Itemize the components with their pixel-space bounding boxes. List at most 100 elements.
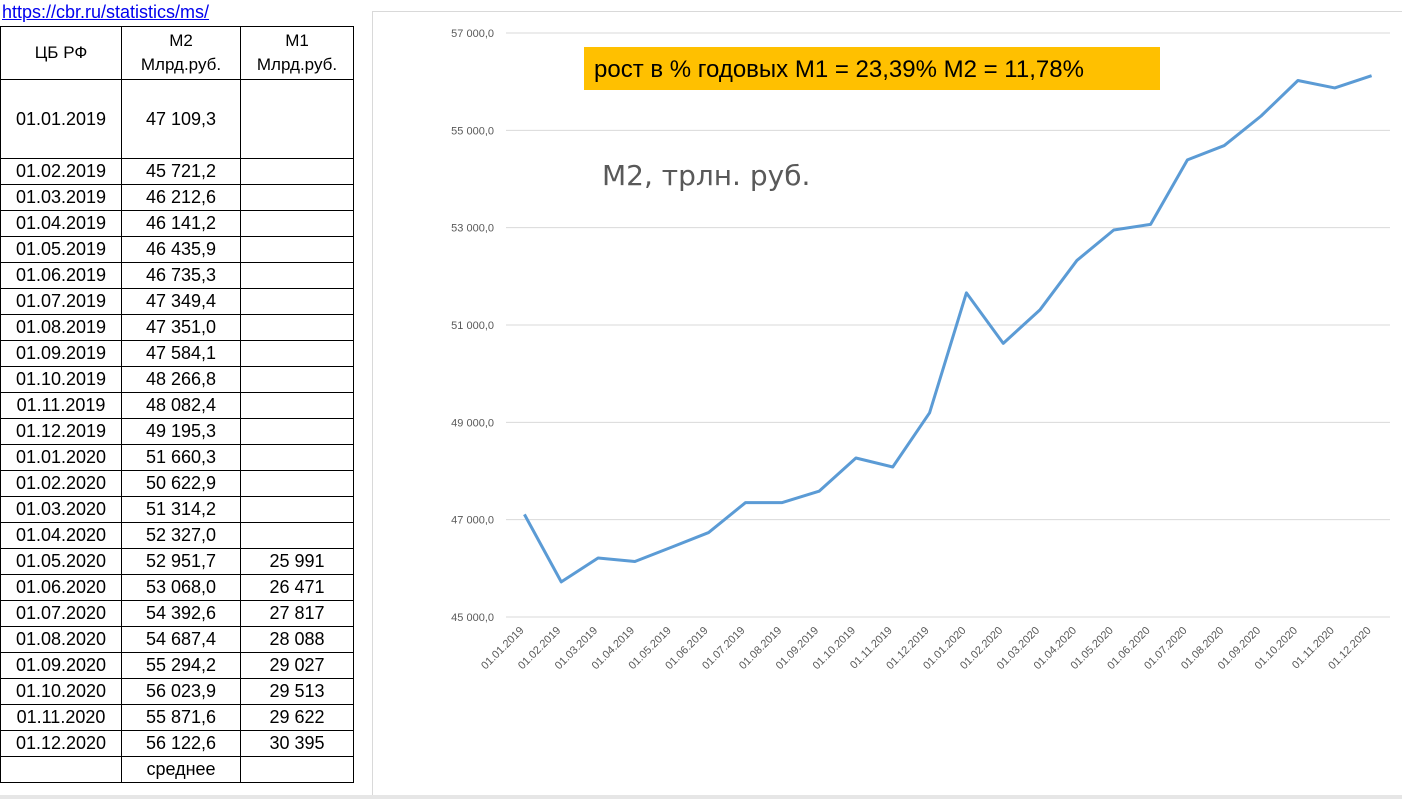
header-cb-rf[interactable]: ЦБ РФ: [0, 26, 122, 80]
cell-m1[interactable]: [240, 262, 354, 289]
cell-m2[interactable]: 50 622,9: [121, 470, 241, 497]
cell-date[interactable]: 01.04.2019: [0, 210, 122, 237]
cell-m1[interactable]: [240, 470, 354, 497]
m2-line-chart[interactable]: 45 000,0 47 000,0 49 000,0 51 000,0 53 000,0…: [372, 11, 1402, 799]
cell-m2[interactable]: 47 349,4: [121, 288, 241, 315]
cell-m2[interactable]: 46 735,3: [121, 262, 241, 289]
cell-date[interactable]: 01.12.2020: [0, 730, 122, 757]
cell-m1[interactable]: [240, 496, 354, 523]
cell-m1[interactable]: [240, 210, 354, 237]
cell-m1[interactable]: [240, 522, 354, 549]
cell-date[interactable]: 01.08.2020: [0, 626, 122, 653]
cell-date[interactable]: 01.08.2019: [0, 314, 122, 341]
cell-date[interactable]: 01.05.2020: [0, 548, 122, 575]
cell-date[interactable]: 01.06.2019: [0, 262, 122, 289]
cell-m1[interactable]: [240, 79, 354, 159]
cell-m2[interactable]: 56 122,6: [121, 730, 241, 757]
table-row: 01.05.2020 52 951,7 25 991: [0, 548, 354, 575]
cell-m2[interactable]: 47 109,3: [121, 79, 241, 159]
cell-date[interactable]: 01.02.2020: [0, 470, 122, 497]
cell-m1[interactable]: 25 991: [240, 548, 354, 575]
cell-m2[interactable]: 54 687,4: [121, 626, 241, 653]
cell-date[interactable]: 01.07.2020: [0, 600, 122, 627]
cell-m1[interactable]: [240, 444, 354, 471]
cell-date[interactable]: 01.11.2019: [0, 392, 122, 419]
table-row: 01.06.2020 53 068,0 26 471: [0, 574, 354, 601]
header-m2[interactable]: М2 Млрд.руб.: [121, 26, 241, 80]
cell-empty[interactable]: [0, 756, 122, 783]
cell-m2[interactable]: 47 584,1: [121, 340, 241, 367]
cell-m1[interactable]: 26 471: [240, 574, 354, 601]
y-tick-label: 47 000,0: [451, 515, 494, 527]
y-tick-label: 49 000,0: [451, 417, 494, 429]
table-row: 01.04.2019 46 141,2: [0, 210, 354, 237]
cell-m1[interactable]: [240, 236, 354, 263]
cell-date[interactable]: 01.07.2019: [0, 288, 122, 315]
cell-m1[interactable]: [240, 418, 354, 445]
cell-date[interactable]: 01.02.2019: [0, 158, 122, 185]
cell-m1[interactable]: 28 088: [240, 626, 354, 653]
header-m1[interactable]: М1 Млрд.руб.: [240, 26, 354, 80]
table-row: 01.01.2020 51 660,3: [0, 444, 354, 471]
cell-date[interactable]: 01.03.2020: [0, 496, 122, 523]
cell-m1[interactable]: 29 622: [240, 704, 354, 731]
cell-m2[interactable]: 47 351,0: [121, 314, 241, 341]
cell-date[interactable]: 01.09.2019: [0, 340, 122, 367]
table-row: 01.02.2019 45 721,2: [0, 158, 354, 185]
table-row: 01.04.2020 52 327,0: [0, 522, 354, 549]
table-row: 01.11.2020 55 871,6 29 622: [0, 704, 354, 731]
cell-m2[interactable]: 53 068,0: [121, 574, 241, 601]
source-link[interactable]: https://cbr.ru/statistics/ms/: [2, 2, 210, 22]
table-row: 01.12.2019 49 195,3: [0, 418, 354, 445]
cell-m1[interactable]: [240, 366, 354, 393]
cell-date[interactable]: 01.10.2020: [0, 678, 122, 705]
m2-series-line[interactable]: [523, 74, 1373, 584]
cell-date[interactable]: 01.03.2019: [0, 184, 122, 211]
cell-m2[interactable]: 45 721,2: [121, 158, 241, 185]
header-m2-name: М2: [169, 31, 193, 50]
cell-m1[interactable]: [240, 184, 354, 211]
cell-m2[interactable]: 48 266,8: [121, 366, 241, 393]
cell-date[interactable]: 01.04.2020: [0, 522, 122, 549]
cell-m2[interactable]: 54 392,6: [121, 600, 241, 627]
cell-m1[interactable]: [240, 340, 354, 367]
cell-m2[interactable]: 49 195,3: [121, 418, 241, 445]
cell-m2[interactable]: 56 023,9: [121, 678, 241, 705]
cell-date[interactable]: 01.06.2020: [0, 574, 122, 601]
table-row: 01.08.2019 47 351,0: [0, 314, 354, 341]
cell-date[interactable]: 01.09.2020: [0, 652, 122, 679]
table-row: 01.07.2020 54 392,6 27 817: [0, 600, 354, 627]
table-row: 01.09.2019 47 584,1: [0, 340, 354, 367]
cell-date[interactable]: 01.05.2019: [0, 236, 122, 263]
cell-m2[interactable]: 46 141,2: [121, 210, 241, 237]
cell-m1[interactable]: [240, 314, 354, 341]
y-tick-label: 51 000,0: [451, 320, 494, 332]
cell-date[interactable]: 01.12.2019: [0, 418, 122, 445]
cell-date[interactable]: 01.11.2020: [0, 704, 122, 731]
table-row: 01.03.2020 51 314,2: [0, 496, 354, 523]
cell-m1[interactable]: 30 395: [240, 730, 354, 757]
cell-m2[interactable]: 52 951,7: [121, 548, 241, 575]
cell-m1[interactable]: [240, 392, 354, 419]
cell-m1[interactable]: 27 817: [240, 600, 354, 627]
cell-date[interactable]: 01.01.2020: [0, 444, 122, 471]
cell-m2[interactable]: 55 871,6: [121, 704, 241, 731]
cell-m2[interactable]: 51 314,2: [121, 496, 241, 523]
cell-m2[interactable]: 51 660,3: [121, 444, 241, 471]
horizontal-scrollbar[interactable]: [0, 795, 1402, 799]
cell-m2[interactable]: 52 327,0: [121, 522, 241, 549]
table-header-row: ЦБ РФ М2 Млрд.руб. М1 Млрд.руб.: [0, 26, 354, 80]
cell-m2[interactable]: 48 082,4: [121, 392, 241, 419]
cell-m1[interactable]: [240, 288, 354, 315]
cell-m1[interactable]: [240, 158, 354, 185]
cell-average-label[interactable]: среднее: [121, 756, 241, 783]
cell-m1[interactable]: 29 027: [240, 652, 354, 679]
cell-date[interactable]: 01.10.2019: [0, 366, 122, 393]
chart-area-border: [372, 11, 1402, 799]
cell-m2[interactable]: 46 435,9: [121, 236, 241, 263]
cell-m1[interactable]: 29 513: [240, 678, 354, 705]
cell-empty[interactable]: [240, 756, 354, 783]
cell-m2[interactable]: 46 212,6: [121, 184, 241, 211]
cell-m2[interactable]: 55 294,2: [121, 652, 241, 679]
cell-date[interactable]: 01.01.2019: [0, 79, 122, 159]
